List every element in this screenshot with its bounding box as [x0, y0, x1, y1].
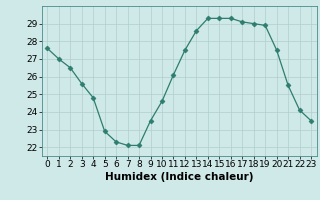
X-axis label: Humidex (Indice chaleur): Humidex (Indice chaleur)	[105, 172, 253, 182]
